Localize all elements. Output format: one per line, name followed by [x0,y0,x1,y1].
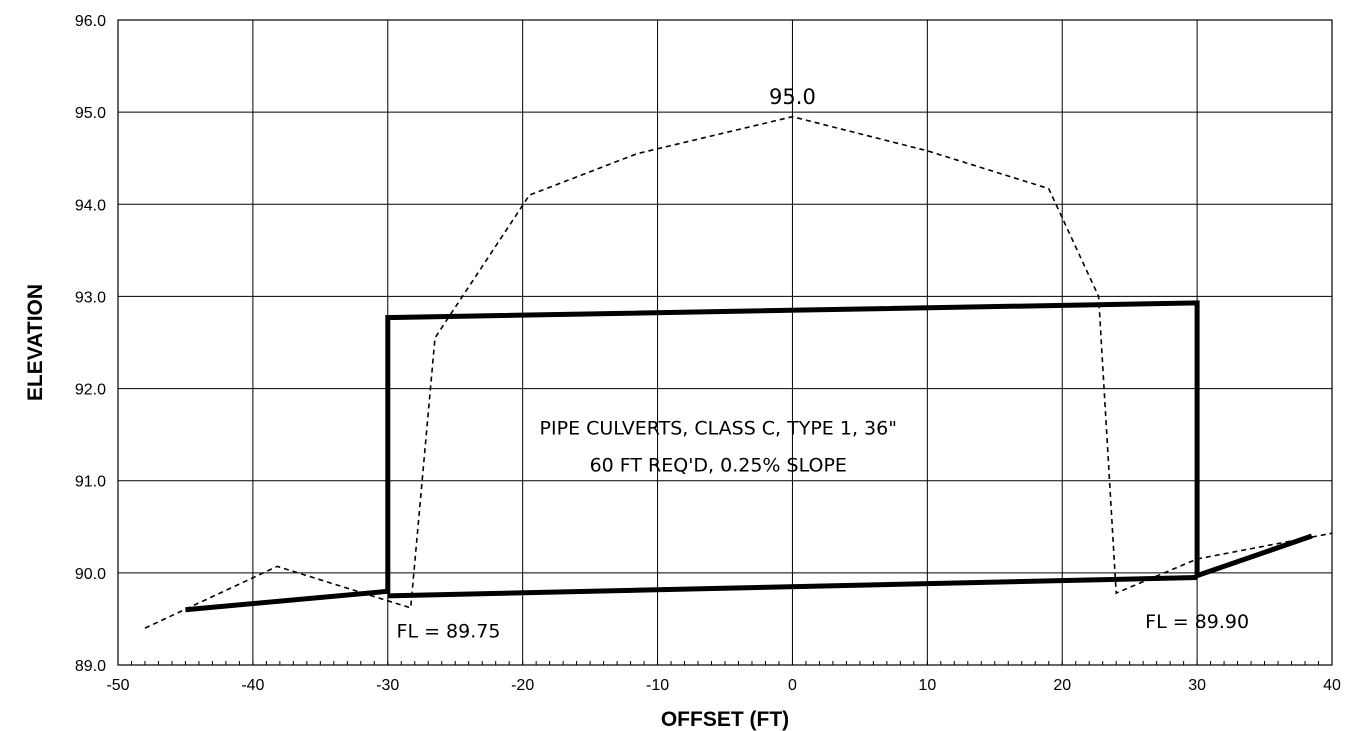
y-tick-label: 89.0 [75,658,106,675]
x-tick-label: -20 [511,677,534,694]
x-tick-label: -40 [241,677,264,694]
x-tick-label: 40 [1323,677,1341,694]
axis-group: -50 -40 -30 -20 -10 0 10 20 30 40 89.0 90.0 91.0 92.0… [75,13,1341,694]
y-tick-label: 91.0 [75,474,106,491]
ground-profile-line [144,115,1333,629]
culvert-line [387,575,1198,599]
x-axis-title: OFFSET (FT) [661,708,789,731]
y-tick-label: 95.0 [75,105,106,122]
y-tick-label: 94.0 [75,197,106,214]
peak-elevation-label: 95.0 [769,85,816,109]
annotations-group: 95.0 PIPE CULVERTS, CLASS C, TYPE 1, 36" 6… [397,85,1250,642]
plot-frame [117,19,1333,666]
x-tick-label: -10 [646,677,669,694]
y-tick-label: 92.0 [75,382,106,399]
x-tick-label: 10 [918,677,936,694]
annotation-label: FL = 89.75 [397,620,501,642]
culvert-line [185,300,1313,613]
series-group [144,115,1333,629]
y-tick-label: 90.0 [75,566,106,583]
y-axis-title: ELEVATION [24,284,47,401]
annotation-label: PIPE CULVERTS, CLASS C, TYPE 1, 36" [540,418,897,440]
x-tick-label: -50 [106,677,129,694]
annotation-label: 60 FT REQ'D, 0.25% SLOPE [590,455,847,477]
x-tick-label: 0 [788,677,797,694]
x-tick-label: 20 [1053,677,1071,694]
x-tick-label: 30 [1188,677,1206,694]
y-tick-label: 96.0 [75,13,106,30]
annotation-label: FL = 89.90 [1145,611,1249,633]
x-tick-label: -30 [376,677,399,694]
minor-ticks [117,661,1333,665]
y-tick-label: 93.0 [75,289,106,306]
gridlines [117,19,1333,666]
